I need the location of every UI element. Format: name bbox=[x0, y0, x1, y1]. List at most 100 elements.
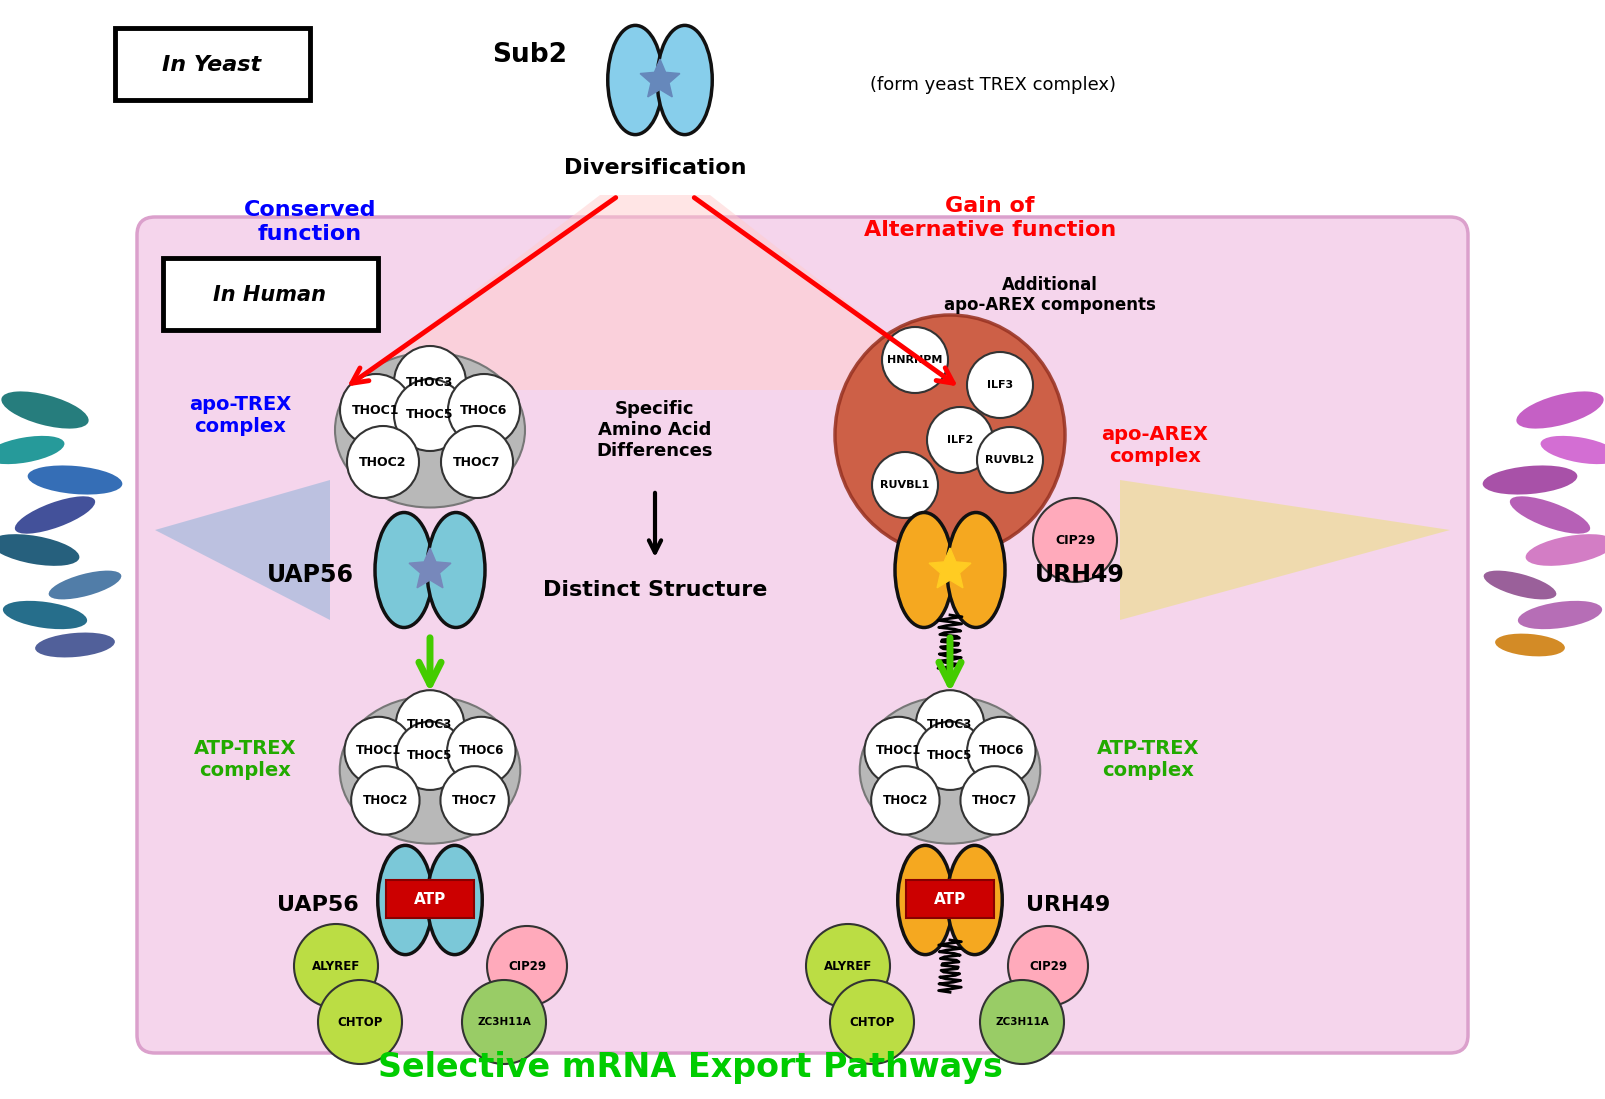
Circle shape bbox=[441, 426, 512, 498]
Text: ATP-TREX
complex: ATP-TREX complex bbox=[1096, 740, 1199, 780]
Text: ZC3H11A: ZC3H11A bbox=[995, 1017, 1048, 1026]
Text: URH49: URH49 bbox=[1026, 895, 1109, 915]
Ellipse shape bbox=[1525, 534, 1605, 566]
Text: RUVBL1: RUVBL1 bbox=[880, 480, 929, 490]
Circle shape bbox=[966, 717, 1035, 785]
Circle shape bbox=[1032, 498, 1117, 582]
Polygon shape bbox=[929, 548, 971, 588]
Circle shape bbox=[446, 717, 515, 785]
Text: apo-AREX
complex: apo-AREX complex bbox=[1101, 424, 1207, 466]
Circle shape bbox=[915, 690, 984, 758]
Text: THOC7: THOC7 bbox=[453, 455, 501, 468]
Circle shape bbox=[872, 452, 937, 518]
Text: THOC3: THOC3 bbox=[406, 376, 453, 389]
Text: HNRNPM: HNRNPM bbox=[886, 355, 942, 365]
Circle shape bbox=[448, 374, 520, 446]
Polygon shape bbox=[345, 195, 960, 390]
Text: ATP: ATP bbox=[414, 891, 446, 907]
Circle shape bbox=[966, 352, 1032, 418]
Ellipse shape bbox=[0, 436, 64, 464]
Text: THOC7: THOC7 bbox=[451, 793, 498, 807]
Circle shape bbox=[347, 426, 419, 498]
Text: CHTOP: CHTOP bbox=[849, 1015, 894, 1029]
Text: THOC1: THOC1 bbox=[356, 744, 401, 757]
Text: ATP: ATP bbox=[933, 891, 966, 907]
Polygon shape bbox=[409, 879, 449, 917]
Bar bbox=[905, 880, 993, 918]
Polygon shape bbox=[156, 480, 329, 620]
Ellipse shape bbox=[1483, 570, 1555, 599]
Text: ILF3: ILF3 bbox=[987, 380, 1013, 390]
Circle shape bbox=[830, 980, 913, 1064]
Ellipse shape bbox=[427, 845, 481, 955]
Text: Conserved
function: Conserved function bbox=[244, 200, 376, 244]
Polygon shape bbox=[409, 548, 451, 588]
Circle shape bbox=[870, 766, 939, 834]
Circle shape bbox=[926, 407, 992, 473]
Ellipse shape bbox=[374, 512, 433, 628]
Text: THOC1: THOC1 bbox=[875, 744, 921, 757]
Ellipse shape bbox=[427, 512, 485, 628]
Text: THOC3: THOC3 bbox=[926, 718, 973, 731]
Circle shape bbox=[881, 328, 947, 393]
Ellipse shape bbox=[894, 512, 952, 628]
Ellipse shape bbox=[1509, 497, 1589, 534]
Text: CHTOP: CHTOP bbox=[337, 1015, 382, 1029]
Ellipse shape bbox=[27, 466, 122, 495]
Bar bbox=[162, 258, 377, 330]
Text: THOC5: THOC5 bbox=[926, 750, 973, 763]
Circle shape bbox=[294, 924, 377, 1008]
Text: THOC3: THOC3 bbox=[408, 718, 453, 731]
Ellipse shape bbox=[859, 697, 1040, 844]
Circle shape bbox=[806, 924, 889, 1008]
Text: THOC5: THOC5 bbox=[406, 409, 454, 422]
Circle shape bbox=[440, 766, 509, 834]
Ellipse shape bbox=[607, 25, 663, 134]
Ellipse shape bbox=[1481, 466, 1576, 495]
Circle shape bbox=[486, 926, 567, 1006]
Text: THOC6: THOC6 bbox=[459, 744, 504, 757]
Polygon shape bbox=[1119, 480, 1449, 620]
Ellipse shape bbox=[377, 845, 433, 955]
Circle shape bbox=[393, 379, 465, 451]
Ellipse shape bbox=[1539, 436, 1605, 464]
Text: THOC7: THOC7 bbox=[971, 793, 1016, 807]
Circle shape bbox=[340, 374, 412, 446]
Text: CIP29: CIP29 bbox=[1054, 533, 1095, 546]
Text: Specific
Amino Acid
Differences: Specific Amino Acid Differences bbox=[597, 400, 713, 459]
Text: THOC6: THOC6 bbox=[461, 403, 507, 417]
Text: In Yeast: In Yeast bbox=[162, 55, 262, 75]
Polygon shape bbox=[640, 59, 679, 97]
Text: Diversification: Diversification bbox=[563, 158, 746, 178]
Bar bbox=[116, 27, 310, 100]
Text: ALYREF: ALYREF bbox=[823, 959, 872, 973]
Text: Sub2: Sub2 bbox=[493, 42, 567, 68]
Polygon shape bbox=[929, 879, 969, 917]
Text: THOC2: THOC2 bbox=[360, 455, 406, 468]
Text: Selective mRNA Export Pathways: Selective mRNA Export Pathways bbox=[377, 1052, 1002, 1085]
Circle shape bbox=[462, 980, 546, 1064]
Text: THOC2: THOC2 bbox=[883, 793, 928, 807]
Ellipse shape bbox=[897, 845, 952, 955]
Circle shape bbox=[318, 980, 401, 1064]
Text: THOC2: THOC2 bbox=[363, 793, 408, 807]
Ellipse shape bbox=[1494, 634, 1563, 656]
Text: RUVBL2: RUVBL2 bbox=[985, 455, 1034, 465]
Bar bbox=[385, 880, 473, 918]
Text: ALYREF: ALYREF bbox=[311, 959, 360, 973]
Ellipse shape bbox=[656, 25, 711, 134]
Circle shape bbox=[960, 766, 1029, 834]
Ellipse shape bbox=[3, 601, 87, 629]
Circle shape bbox=[395, 722, 464, 790]
Text: In Human: In Human bbox=[213, 285, 326, 306]
Circle shape bbox=[915, 722, 984, 790]
Ellipse shape bbox=[947, 845, 1002, 955]
Ellipse shape bbox=[340, 697, 520, 844]
Text: apo-TREX
complex: apo-TREX complex bbox=[189, 395, 291, 435]
FancyBboxPatch shape bbox=[136, 217, 1467, 1053]
Text: URH49: URH49 bbox=[1034, 563, 1124, 587]
Ellipse shape bbox=[1517, 601, 1602, 629]
Text: Additional
apo-AREX components: Additional apo-AREX components bbox=[944, 276, 1156, 314]
Text: UAP56: UAP56 bbox=[278, 895, 358, 915]
Text: THOC5: THOC5 bbox=[408, 750, 453, 763]
